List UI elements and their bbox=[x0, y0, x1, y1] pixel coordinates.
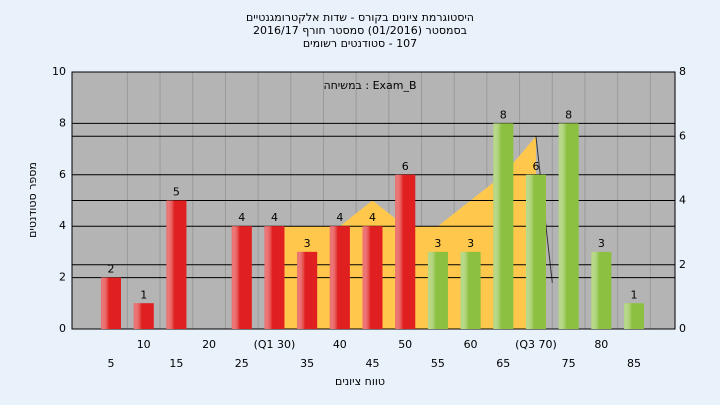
y2-tick-label: 4 bbox=[679, 194, 686, 207]
x-tick-label: 10 bbox=[137, 338, 151, 351]
data-label: 4 bbox=[369, 211, 376, 224]
bar-shine bbox=[297, 251, 318, 329]
data-label: 4 bbox=[238, 211, 245, 224]
data-label: 4 bbox=[336, 211, 343, 224]
bar-shine bbox=[395, 174, 416, 329]
x-tick-label: 25 bbox=[235, 357, 249, 370]
bar-shine bbox=[362, 226, 383, 329]
x-tick-label: 55 bbox=[431, 357, 445, 370]
x-tick-label: 35 bbox=[300, 357, 314, 370]
y-tick-label: 0 bbox=[59, 322, 66, 335]
data-label: 6 bbox=[532, 160, 539, 173]
data-label: 8 bbox=[500, 108, 507, 121]
y2-tick-label: 8 bbox=[679, 65, 686, 78]
bar-shine bbox=[493, 123, 514, 330]
bar-shine bbox=[329, 226, 350, 329]
x-tick-label: 60 bbox=[464, 338, 478, 351]
x-tick-label: 85 bbox=[627, 357, 641, 370]
data-label: 4 bbox=[271, 211, 278, 224]
bar-shine bbox=[558, 123, 579, 330]
x-tick-label: 65 bbox=[496, 357, 510, 370]
x-tick-label: 15 bbox=[169, 357, 183, 370]
bar-shine bbox=[166, 200, 187, 329]
bar-shine bbox=[460, 251, 481, 329]
y2-tick-label: 6 bbox=[679, 129, 686, 142]
bar-shine bbox=[525, 174, 546, 329]
y-tick-label: 8 bbox=[59, 116, 66, 129]
x-tick-label: (Q1 30) bbox=[254, 338, 296, 351]
bar-shine bbox=[591, 251, 612, 329]
bar-shine bbox=[264, 226, 285, 329]
x-tick-label: 5 bbox=[108, 357, 115, 370]
x-tick-label: (Q3 70) bbox=[515, 338, 557, 351]
bar-shine bbox=[101, 277, 121, 329]
data-label: 3 bbox=[434, 237, 441, 250]
data-label: 3 bbox=[598, 237, 605, 250]
y-tick-label: 2 bbox=[59, 271, 66, 284]
x-tick-label: 75 bbox=[562, 357, 576, 370]
data-label: 8 bbox=[565, 108, 572, 121]
x-tick-label: 80 bbox=[594, 338, 608, 351]
chart-subtitle: 107 - סטודנטים רשומים bbox=[303, 37, 417, 50]
y-tick-label: 10 bbox=[52, 65, 66, 78]
data-label: 3 bbox=[304, 237, 311, 250]
x-tick-label: 45 bbox=[366, 357, 380, 370]
x-tick-label: 50 bbox=[398, 338, 412, 351]
annotation: Exam_B : במשיחה bbox=[323, 79, 416, 92]
chart-subtitle: בסמסטר (01/2016) סמסטר חורף 2016/17 bbox=[253, 24, 467, 37]
data-label: 1 bbox=[140, 288, 147, 301]
data-label: 6 bbox=[402, 160, 409, 173]
x-tick-label: 20 bbox=[202, 338, 216, 351]
x-tick-label: 40 bbox=[333, 338, 347, 351]
data-label: 5 bbox=[173, 186, 180, 199]
data-label: 1 bbox=[631, 288, 638, 301]
y-axis-label: מספר סטודנטים bbox=[26, 162, 39, 238]
y2-tick-label: 2 bbox=[679, 258, 686, 271]
bar-shine bbox=[231, 226, 252, 329]
y2-tick-label: 0 bbox=[679, 322, 686, 335]
data-label: 3 bbox=[467, 237, 474, 250]
bar-shine bbox=[133, 303, 154, 329]
bar-shine bbox=[624, 303, 644, 329]
x-axis-label: טווח ציונים bbox=[335, 375, 385, 388]
y-tick-label: 4 bbox=[59, 219, 66, 232]
chart-title: היסטוגרמת ציונים בקורס - שדות אלקטרומגנט… bbox=[246, 11, 474, 24]
y-tick-label: 6 bbox=[59, 168, 66, 181]
data-label: 2 bbox=[108, 263, 115, 276]
bar-shine bbox=[427, 251, 448, 329]
